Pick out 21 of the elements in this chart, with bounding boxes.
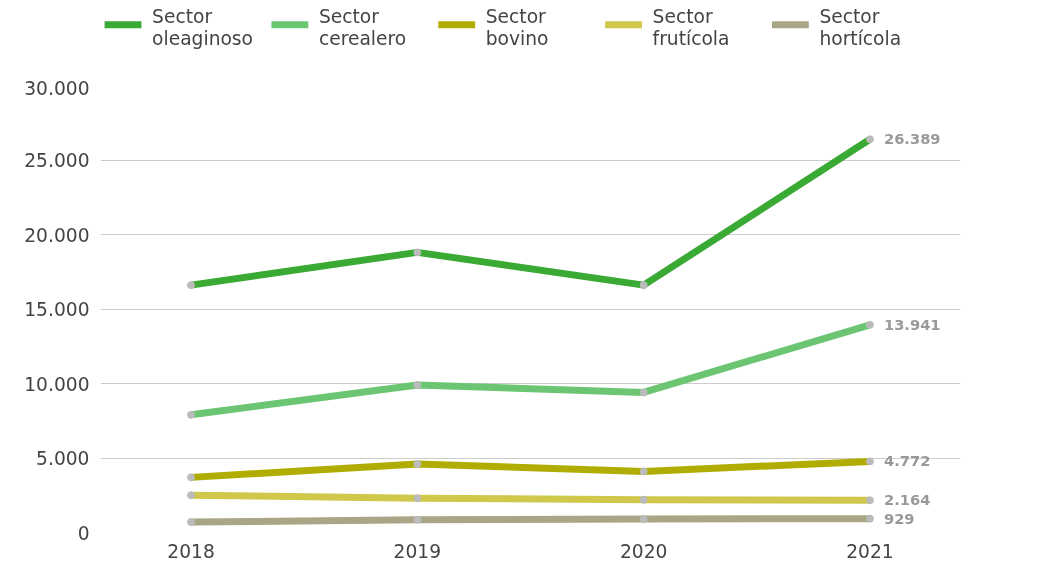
legend-label: Sector frutícola [652,5,730,50]
legend-label: Sector bovino [485,5,549,50]
legend-label: Sector hortícola [819,5,902,50]
x-tick-label: 2018 [167,540,215,562]
x-tick-label: 2021 [846,540,894,562]
y-tick-label: 30.000 [24,77,90,99]
y-tick-label: 15.000 [24,299,90,320]
y-tick-label: 0 [77,522,90,544]
y-tick-label: 5.000 [36,448,90,469]
y-tick-label: 20.000 [24,224,90,246]
x-tick-label: 2019 [393,540,442,562]
data-label: 929 [883,509,915,527]
data-label: 13.941 [883,315,941,333]
data-label: 26.389 [883,130,941,148]
data-label: 2.164 [883,491,931,509]
y-tick-label: 10.000 [24,373,90,395]
legend-label: Sector cerealero [318,5,407,50]
legend-label: Sector oleaginoso [152,5,254,50]
y-tick-label: 25.000 [24,150,90,171]
data-label: 4.772 [883,452,931,470]
x-tick-label: 2020 [619,540,668,562]
